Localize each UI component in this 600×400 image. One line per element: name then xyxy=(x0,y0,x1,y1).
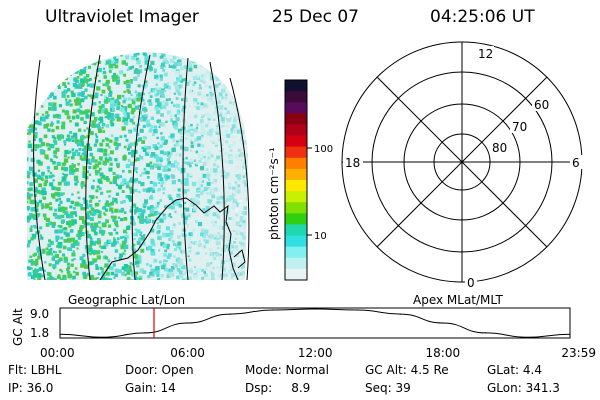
time-label: 04:25:06 UT xyxy=(430,7,535,27)
colorbar-unit-label: photon cm⁻²s⁻¹ xyxy=(267,147,281,240)
ip-info: IP: 36.0 xyxy=(8,381,54,395)
colorbar-segment xyxy=(285,235,307,248)
colorbar-segment xyxy=(285,102,307,114)
lat-label-70: 70 xyxy=(512,120,527,134)
ytick-9: 9.0 xyxy=(30,307,49,321)
gc-alt-point xyxy=(101,336,104,338)
colorbar-segment xyxy=(285,91,307,103)
colorbar-tick-100: 100 xyxy=(314,144,333,155)
gc-alt-point xyxy=(442,322,444,324)
polar-grid xyxy=(341,41,583,283)
colorbar-segment xyxy=(285,246,307,259)
colorbar-segment xyxy=(285,80,307,92)
gc-alt-point xyxy=(569,333,571,335)
ytick-1-8: 1.8 xyxy=(30,326,49,340)
gc-alt-point xyxy=(59,333,61,335)
colorbar-segment xyxy=(285,135,307,148)
colorbar-segment xyxy=(285,268,307,281)
colorbar-segment xyxy=(285,257,307,270)
xtick-label: 00:00 xyxy=(40,346,75,360)
gc-alt-point xyxy=(399,313,401,315)
gain-info: Gain: 14 xyxy=(125,381,176,395)
lat-label-60: 60 xyxy=(534,98,549,112)
gc-alt-point xyxy=(484,332,486,334)
filter-info: Flt: LBHL xyxy=(8,363,62,377)
colorbar-segment xyxy=(285,213,307,225)
xtick-label: 23:59 xyxy=(561,346,596,360)
gc-alt-point xyxy=(144,332,146,334)
gc-alt-point xyxy=(357,309,359,311)
colorbar-tick-10: 10 xyxy=(314,231,327,242)
xtick-label: 12:00 xyxy=(298,346,333,360)
xtick-label: 06:00 xyxy=(170,346,205,360)
gc-alt-info: GC Alt: 4.5 Re xyxy=(365,363,449,377)
gc-alt-point xyxy=(229,313,231,315)
colorbar-segment xyxy=(285,113,307,125)
gc-alt-point xyxy=(272,309,274,311)
mlt-label-0: 0 xyxy=(467,276,475,290)
colorbar-segment xyxy=(285,168,307,181)
mlt-label-6: 6 xyxy=(572,156,580,170)
mode-info: Mode: Normal xyxy=(245,363,329,377)
colorbar-segment xyxy=(285,124,307,137)
mlt-label-18: 18 xyxy=(345,156,360,170)
mlt-label-12: 12 xyxy=(478,47,493,61)
apex-mlat-label: Apex MLat/MLT xyxy=(413,293,503,307)
seq-info: Seq: 39 xyxy=(365,381,411,395)
gc-alt-point xyxy=(314,308,316,310)
door-info: Door: Open xyxy=(125,363,194,377)
gc-alt-point xyxy=(527,336,529,338)
earth-image xyxy=(27,52,250,281)
dsp-info: Dsp: 8.9 xyxy=(245,381,311,395)
lat-label-80: 80 xyxy=(492,141,507,155)
geo-latlon-label: Geographic Lat/Lon xyxy=(68,293,185,307)
xtick-label: 18:00 xyxy=(426,346,461,360)
gc-alt-ylabel: GC Alt xyxy=(11,308,25,346)
date-label: 25 Dec 07 xyxy=(272,7,359,27)
altitude-panel: Geographic Lat/Lon Apex MLat/MLT GC Alt … xyxy=(11,293,596,360)
glat-info: GLat: 4.4 xyxy=(487,363,542,377)
gc-alt-point xyxy=(187,322,189,324)
colorbar-segment xyxy=(285,191,307,203)
colorbar-segment xyxy=(285,146,307,159)
app-title: Ultraviolet Imager xyxy=(45,7,199,27)
colorbar: 100 10 photon cm⁻²s⁻¹ xyxy=(267,79,333,281)
colorbar-segment xyxy=(285,157,307,170)
colorbar-segment xyxy=(285,202,307,214)
polar-labels: 12 18 6 0 60 70 80 xyxy=(343,46,584,290)
colorbar-segment xyxy=(285,180,307,192)
colorbar-segment xyxy=(285,224,307,237)
glon-info: GLon: 341.3 xyxy=(487,381,560,395)
